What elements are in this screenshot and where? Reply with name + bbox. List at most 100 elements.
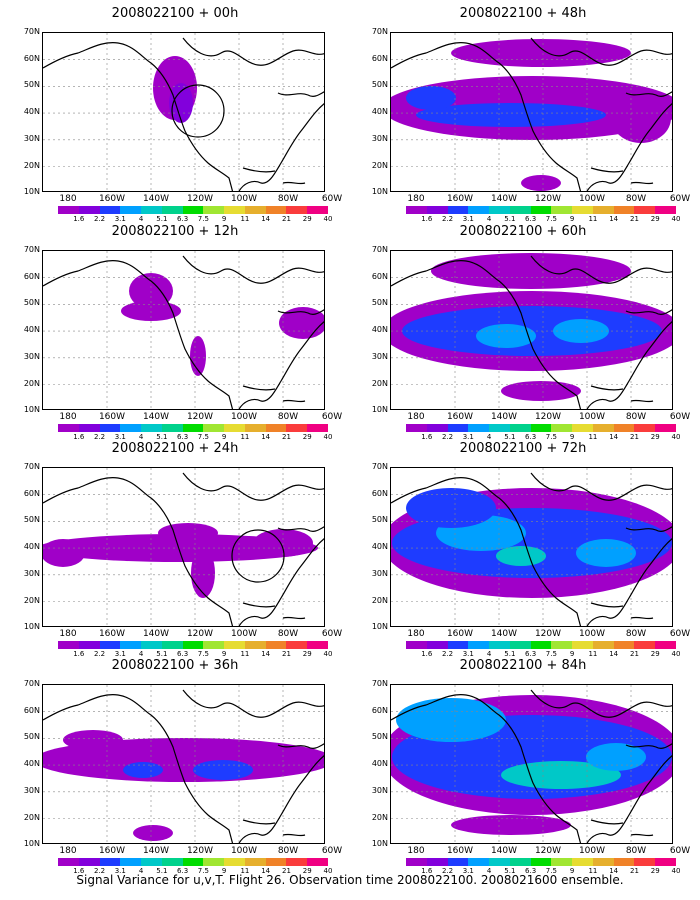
colorbar-label: 1.6 <box>73 215 85 223</box>
latitude-label: 60N <box>23 705 40 715</box>
longitude-label: 180 <box>407 194 425 204</box>
longitude-label: 100W <box>578 846 606 856</box>
colorbar-label: 6.3 <box>525 433 537 441</box>
map-svg <box>43 468 324 626</box>
colorbar-swatch <box>509 858 531 866</box>
variance-contour <box>406 488 496 528</box>
colorbar-label: 2.2 <box>93 650 106 658</box>
colorbar-swatch <box>613 424 635 432</box>
longitude-label: 180 <box>59 629 77 639</box>
colorbar-label: 29 <box>302 215 312 223</box>
colorbar-label: 29 <box>650 650 660 658</box>
latitude-label: 40N <box>23 542 40 552</box>
latitude-label: 10N <box>371 187 388 197</box>
colorbar-swatch <box>286 858 308 866</box>
latitude-label: 50N <box>371 515 388 525</box>
colorbar-swatch <box>120 206 142 214</box>
colorbar-label: 21 <box>629 215 639 223</box>
coastline <box>182 689 324 718</box>
colorbar-swatch <box>634 424 656 432</box>
colorbar-label: 40 <box>323 433 333 441</box>
longitude-label: 120W <box>186 846 214 856</box>
latitude-label: 20N <box>23 378 40 388</box>
colorbar-swatch <box>592 206 614 214</box>
coastline <box>277 91 324 97</box>
coastline <box>625 91 672 97</box>
latitude-label: 50N <box>371 732 388 742</box>
colorbar-label: 6.3 <box>177 650 189 658</box>
colorbar-label: 21 <box>281 867 291 875</box>
colorbar <box>58 424 328 432</box>
coastline <box>242 385 306 403</box>
colorbar-swatch <box>224 641 245 649</box>
colorbar-swatch <box>530 641 552 649</box>
longitude-label: 60W <box>669 629 691 639</box>
latitude-label: 20N <box>371 378 388 388</box>
colorbar-label: 1.6 <box>73 650 85 658</box>
colorbar-swatch <box>307 641 328 649</box>
colorbar-swatch <box>307 424 328 432</box>
colorbar-swatch <box>286 641 308 649</box>
colorbar-label: 1.6 <box>421 867 433 875</box>
colorbar-label: 1.6 <box>421 433 433 441</box>
map-area <box>42 250 325 410</box>
variance-contour <box>576 539 636 567</box>
latitude-label: 40N <box>371 542 388 552</box>
colorbar-swatch <box>447 641 469 649</box>
colorbar-swatch <box>78 858 100 866</box>
colorbar-swatch <box>489 206 510 214</box>
colorbar-label: 1.6 <box>421 215 433 223</box>
colorbar-label: 3.1 <box>462 650 474 658</box>
colorbar-label: 2.2 <box>93 867 106 875</box>
latitude-label: 50N <box>23 298 40 308</box>
colorbar-swatch <box>406 206 427 214</box>
map-panel-48h: 2008022100 + 48h 70N 60N 50N 40N 30N 20N 10N 180… <box>358 6 690 224</box>
map-panel-36h: 2008022100 + 36h 70N 60N 50N 40N 30N 20N 10N 180… <box>10 658 342 876</box>
colorbar-label: 6.3 <box>525 867 537 875</box>
latitude-label: 20N <box>23 595 40 605</box>
colorbar-swatch <box>120 858 142 866</box>
latitude-label: 40N <box>371 107 388 117</box>
variance-contour <box>133 825 173 841</box>
coastline <box>530 472 672 501</box>
latitude-label: 60N <box>371 271 388 281</box>
colorbar-swatch <box>265 424 287 432</box>
colorbar-swatch <box>161 424 183 432</box>
colorbar-label: 1.6 <box>73 867 85 875</box>
colorbar-swatch <box>509 641 531 649</box>
latitude-label: 70N <box>23 462 40 471</box>
colorbar-label: 40 <box>323 215 333 223</box>
panel-title: 2008022100 + 60h <box>459 224 587 239</box>
colorbar-swatch <box>99 858 121 866</box>
colorbar-swatch <box>307 858 328 866</box>
longitude-label: 100W <box>230 194 258 204</box>
longitude-label: 120W <box>534 194 562 204</box>
colorbar-label: 4 <box>138 867 144 875</box>
colorbar-swatch <box>613 858 635 866</box>
variance-contour <box>279 307 324 339</box>
map-svg <box>391 685 672 843</box>
longitude-label: 100W <box>230 846 258 856</box>
coastline <box>391 260 672 409</box>
colorbar-label: 3.1 <box>114 433 126 441</box>
colorbar-label: 40 <box>671 650 681 658</box>
colorbar-swatch <box>572 424 593 432</box>
colorbar-swatch <box>447 424 469 432</box>
colorbar-label: 7.5 <box>545 215 557 223</box>
latitude-label: 10N <box>23 405 40 415</box>
coastline <box>391 42 672 191</box>
latitude-label: 10N <box>23 187 40 197</box>
latitude-label: 50N <box>371 298 388 308</box>
colorbar-label: 14 <box>609 867 619 875</box>
latitude-label: 30N <box>23 133 40 143</box>
latitude-label: 20N <box>371 595 388 605</box>
variance-contour <box>63 730 123 750</box>
colorbar <box>58 641 328 649</box>
panel-title: 2008022100 + 00h <box>111 6 239 21</box>
coastline <box>182 472 324 501</box>
colorbar-swatch <box>224 206 245 214</box>
panel-title: 2008022100 + 12h <box>111 224 239 239</box>
colorbar-label: 9 <box>221 215 227 223</box>
colorbar-label: 40 <box>323 867 333 875</box>
coastline <box>277 309 324 315</box>
